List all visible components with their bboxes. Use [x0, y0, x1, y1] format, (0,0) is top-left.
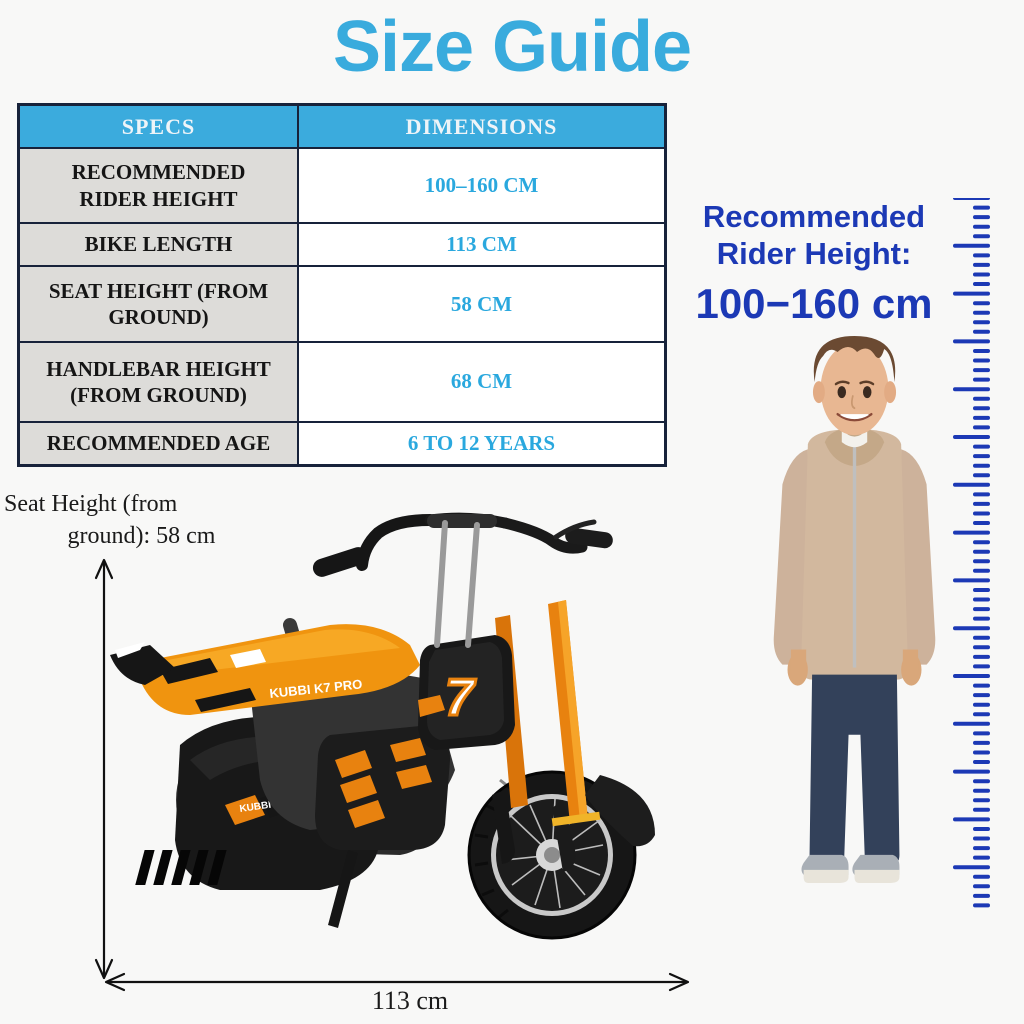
svg-text:7: 7	[445, 669, 476, 727]
